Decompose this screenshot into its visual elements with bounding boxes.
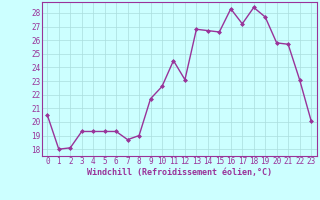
X-axis label: Windchill (Refroidissement éolien,°C): Windchill (Refroidissement éolien,°C) — [87, 168, 272, 177]
